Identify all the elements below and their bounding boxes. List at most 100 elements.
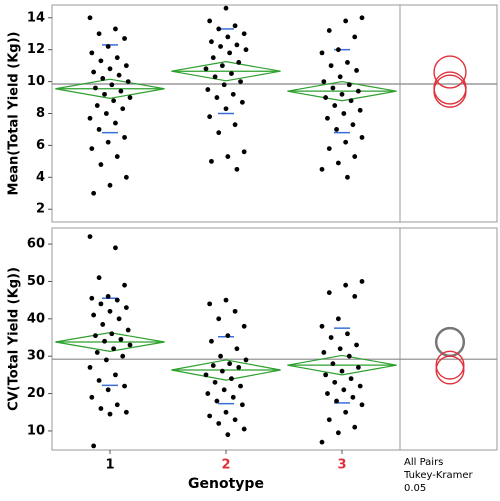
x-tick-label: 1 (105, 458, 114, 473)
comparison-circle (433, 74, 467, 108)
data-point (89, 295, 95, 301)
data-point (350, 122, 356, 128)
data-point (335, 47, 341, 53)
y-tick-label: 2 (36, 202, 45, 217)
data-point (120, 106, 126, 112)
data-point (323, 372, 329, 378)
data-point (225, 333, 231, 339)
data-point (328, 335, 334, 340)
data-point (359, 15, 365, 21)
data-point (114, 297, 120, 303)
data-point (230, 394, 236, 400)
data-point (341, 111, 347, 116)
data-point (122, 135, 127, 140)
data-point (238, 383, 243, 389)
data-point (232, 308, 238, 314)
data-point (335, 160, 341, 166)
data-point (343, 409, 349, 415)
data-point (346, 353, 352, 359)
data-point (341, 387, 347, 393)
data-point (335, 430, 341, 436)
x-tick-label: 2 (221, 458, 230, 473)
data-point (359, 279, 365, 284)
y-tick-label: 20 (27, 386, 45, 401)
data-point (352, 424, 358, 430)
data-point (105, 387, 111, 393)
data-point (87, 115, 93, 121)
data-point (207, 301, 213, 307)
data-point (354, 342, 359, 348)
data-point (127, 95, 133, 100)
data-point (350, 394, 356, 400)
data-point (319, 166, 325, 172)
data-point (113, 245, 118, 251)
data-point (345, 60, 350, 65)
data-point (234, 42, 240, 48)
y-tick-label: 4 (36, 170, 45, 185)
data-point (225, 34, 231, 40)
annotation: Tukey-Kramer (403, 470, 474, 481)
y-tick-label: 10 (27, 74, 45, 89)
data-point (105, 293, 111, 299)
data-point (223, 5, 229, 11)
data-point (332, 103, 338, 108)
data-point (125, 327, 131, 333)
data-point (113, 26, 118, 32)
data-point (348, 376, 354, 382)
data-point (102, 338, 107, 344)
data-point (330, 361, 336, 367)
data-point (227, 361, 233, 367)
data-point (109, 82, 115, 88)
data-point (223, 409, 229, 415)
data-point (212, 74, 218, 80)
data-point (218, 44, 223, 49)
data-point (321, 79, 327, 84)
data-point (328, 63, 334, 69)
data-point (87, 365, 93, 370)
comparison-circle (435, 355, 465, 385)
data-point (207, 413, 213, 419)
data-point (352, 293, 358, 299)
data-point (203, 372, 209, 378)
y-tick-label: 40 (27, 311, 45, 326)
data-point (236, 60, 242, 65)
data-point (100, 75, 106, 81)
comparison-circle (433, 55, 467, 89)
data-point (321, 350, 327, 355)
data-point (357, 383, 363, 389)
data-point (96, 127, 102, 132)
data-point (214, 398, 220, 404)
data-point (91, 312, 97, 318)
data-point (87, 234, 93, 239)
data-point (105, 139, 111, 145)
data-point (355, 88, 361, 94)
y-tick-label: 6 (36, 138, 45, 153)
data-point (330, 85, 336, 91)
data-point (96, 378, 102, 383)
data-point (107, 182, 113, 188)
data-point (205, 391, 211, 396)
data-point (239, 402, 245, 408)
data-point (225, 432, 231, 438)
data-point (352, 34, 358, 40)
y-tick-label: 60 (27, 237, 45, 252)
data-point (216, 130, 222, 136)
data-point (234, 346, 240, 352)
data-point (98, 301, 104, 307)
data-point (335, 316, 341, 322)
data-point (337, 74, 343, 80)
data-point (326, 28, 332, 33)
data-point (236, 365, 242, 370)
data-point (114, 55, 120, 61)
data-point (216, 26, 222, 32)
data-point (234, 166, 240, 172)
data-point (319, 439, 325, 445)
y-tick-label: 12 (27, 42, 45, 57)
data-point (94, 350, 100, 355)
data-point (218, 353, 223, 359)
data-point (238, 79, 243, 84)
data-point (207, 114, 213, 120)
y-axis-label: Mean(Total Yield (Kg)) (7, 32, 22, 196)
data-point (93, 85, 98, 91)
